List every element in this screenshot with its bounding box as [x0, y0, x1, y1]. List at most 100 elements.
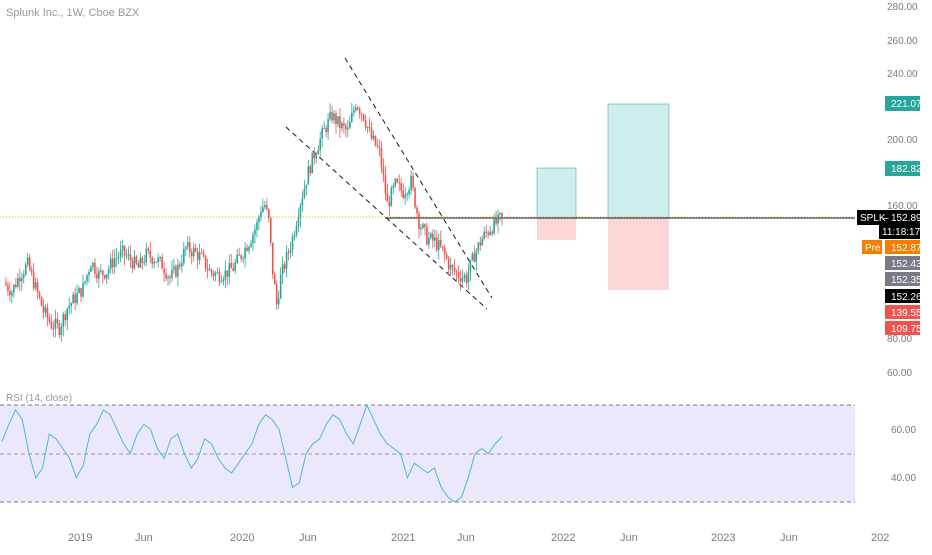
- time-label: Jun: [299, 532, 317, 544]
- time-axis[interactable]: 2019 Jun 2020 Jun 2021 Jun 2022 Jun 2023…: [68, 532, 889, 544]
- candle-body: [428, 237, 430, 245]
- candle-body: [151, 257, 154, 264]
- candle-body: [266, 205, 268, 210]
- candle-body: [323, 127, 325, 129]
- candle-body: [92, 262, 94, 267]
- black-price-badge[interactable]: 152.26: [885, 289, 922, 303]
- candle-body: [489, 231, 491, 235]
- candle-body: [98, 271, 100, 279]
- candle-body: [343, 123, 345, 126]
- candle-body: [420, 227, 422, 229]
- position-2-profit-zone[interactable]: [607, 103, 670, 219]
- candle-body: [111, 258, 114, 268]
- symbol-label: SPLK: [860, 213, 886, 224]
- symbol-price-badge[interactable]: SPLK – 152.89: [857, 210, 922, 225]
- candle-body: [291, 236, 294, 250]
- candle-body: [119, 250, 122, 257]
- position-1-stop-zone[interactable]: [537, 218, 576, 240]
- candle-body: [368, 126, 371, 128]
- candle-body: [149, 250, 152, 258]
- candle-body: [485, 231, 487, 233]
- candle-body: [295, 226, 298, 236]
- candle-body: [483, 231, 486, 239]
- position-2-stop-zone[interactable]: [608, 218, 669, 290]
- candle-body: [145, 248, 148, 263]
- black-price-text: 152.26: [891, 292, 922, 303]
- candle-body: [90, 266, 92, 273]
- time-label: 2021: [391, 532, 415, 544]
- candle-body: [188, 242, 191, 253]
- gray-badge-2[interactable]: 152.35: [885, 272, 922, 286]
- trendline-upper[interactable]: [344, 57, 493, 299]
- time-label: 2023: [711, 532, 735, 544]
- candle-body: [477, 242, 480, 252]
- candle-body: [416, 207, 418, 214]
- candle-body: [303, 188, 306, 199]
- candle-body: [406, 194, 408, 196]
- candle-body: [313, 152, 316, 159]
- candle-body: [289, 249, 292, 253]
- candle-body: [214, 272, 217, 276]
- candle-body: [293, 235, 296, 237]
- candle-body: [297, 218, 300, 227]
- candle-body: [100, 270, 102, 272]
- time-label: Jun: [457, 532, 475, 544]
- candle-body: [13, 284, 15, 293]
- target-badge-2[interactable]: 182.82: [885, 161, 922, 176]
- candle-body: [305, 184, 308, 189]
- candle-body: [287, 252, 290, 254]
- candle-body: [96, 273, 98, 279]
- candle-body: [279, 274, 282, 299]
- target-badge-1[interactable]: 221.07: [885, 96, 922, 111]
- red-badge-2[interactable]: 109.75: [885, 321, 922, 335]
- candle-body: [495, 218, 497, 224]
- candle-body: [42, 306, 45, 313]
- candle-body: [173, 266, 175, 270]
- candle-body: [74, 294, 76, 304]
- candle-body: [20, 277, 23, 282]
- candle-body: [275, 284, 278, 305]
- candle-body: [38, 292, 41, 298]
- candle-body: [202, 252, 205, 256]
- price-tick: 260.00: [887, 36, 918, 47]
- candle-body: [329, 112, 331, 120]
- candle-body: [70, 303, 72, 306]
- candle-body: [137, 263, 140, 268]
- trendline-lower[interactable]: [285, 126, 488, 310]
- candle-body: [216, 272, 219, 274]
- candle-body: [356, 107, 359, 110]
- candle-body: [117, 256, 120, 258]
- candle-body: [398, 182, 401, 184]
- candle-body: [351, 112, 353, 122]
- candle-body: [443, 247, 446, 255]
- candle-body: [402, 190, 404, 198]
- pre-price: 152.87: [891, 243, 922, 254]
- candle-body: [125, 255, 128, 257]
- position-1-profit-zone[interactable]: [536, 167, 577, 219]
- candle-body: [24, 264, 27, 275]
- candle-body: [337, 116, 339, 125]
- candle-body: [64, 314, 67, 321]
- candle-body: [52, 328, 55, 330]
- red-badge-1[interactable]: 139.55: [885, 305, 922, 319]
- candle-body: [139, 257, 142, 268]
- candle-body: [487, 232, 489, 235]
- candle-body: [228, 263, 231, 277]
- candle-body: [264, 205, 266, 208]
- candle-body: [283, 264, 286, 269]
- candle-body: [179, 264, 181, 267]
- candle-body: [185, 246, 187, 249]
- candle-body: [171, 269, 173, 279]
- candle-body: [432, 233, 434, 241]
- candle-body: [372, 135, 375, 139]
- candle-body: [232, 268, 235, 271]
- gray-badge-1[interactable]: 152.43: [885, 256, 922, 270]
- symbol-price-value: 152.89: [891, 213, 922, 224]
- candle-body: [386, 193, 389, 202]
- candle-body: [210, 269, 213, 273]
- candle-body: [175, 266, 177, 277]
- candle-body: [331, 112, 333, 121]
- pre-market-badge[interactable]: Pre 152.87: [862, 240, 922, 254]
